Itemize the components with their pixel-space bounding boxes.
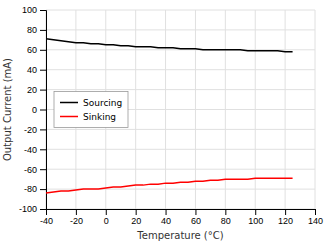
tick: 40 (27, 65, 46, 75)
tick: 80 (221, 209, 231, 226)
tick: 0 (104, 209, 109, 226)
lines (46, 39, 293, 193)
tick: -20 (24, 125, 46, 135)
tick: 0 (32, 105, 46, 115)
tick-label: 60 (191, 216, 201, 226)
tick: 60 (191, 209, 201, 226)
tick-mark (40, 50, 46, 51)
tick-label: 0 (32, 105, 37, 115)
tick: 100 (22, 5, 46, 15)
series-line (46, 178, 293, 193)
tick-label: 100 (22, 5, 37, 15)
tick-mark (40, 10, 46, 11)
tick-label: 20 (131, 216, 141, 226)
tick: 60 (27, 45, 46, 55)
tick: -60 (24, 165, 46, 175)
tick: 120 (278, 209, 293, 226)
tick-label: -20 (24, 125, 37, 135)
grid-line (46, 10, 315, 11)
tick-label: 40 (27, 65, 37, 75)
tick: -20 (70, 209, 83, 226)
tick-mark (225, 209, 226, 215)
grid-line (46, 69, 315, 70)
tick-mark (106, 209, 107, 215)
legend-swatch (60, 116, 78, 118)
tick: -100 (19, 204, 46, 214)
tick-mark (40, 169, 46, 170)
grid-line (46, 169, 315, 170)
tick: -80 (24, 184, 46, 194)
tick-mark (40, 189, 46, 190)
tick-mark (136, 209, 137, 215)
tick-label: -40 (40, 216, 53, 226)
tick-label: 20 (27, 85, 37, 95)
series-line (46, 39, 293, 52)
tick-mark (40, 209, 46, 210)
tick-label: -60 (24, 165, 37, 175)
tick-mark (40, 70, 46, 71)
tick: 140 (308, 209, 323, 226)
tick-mark (285, 209, 286, 215)
tick: 40 (161, 209, 171, 226)
tick-label: -40 (24, 145, 37, 155)
x-axis-title: Temperature (°C) (136, 230, 223, 241)
tick-label: 80 (221, 216, 231, 226)
grid (46, 10, 315, 209)
legend-label: Sinking (83, 112, 116, 122)
tick-mark (40, 110, 46, 111)
grid-line (46, 29, 315, 30)
grid-line (46, 129, 315, 130)
tick: 20 (131, 209, 141, 226)
tick-mark (76, 209, 77, 215)
tick: -40 (40, 209, 53, 226)
grid-line (46, 149, 315, 150)
tick-mark (40, 149, 46, 150)
plot: -40 -20 0 20 40 60 80 100 120 140 -100 -80 -60 -40 -20… (19, 5, 323, 226)
x-axis: -40 -20 0 20 40 60 80 100 120 140 (40, 209, 323, 226)
legend-swatch (60, 102, 78, 104)
tick-label: 40 (161, 216, 171, 226)
tick: 100 (248, 209, 263, 226)
tick-mark (255, 209, 256, 215)
tick-mark (166, 209, 167, 215)
tick: -40 (24, 145, 46, 155)
tick-mark (315, 209, 316, 215)
tick-label: 60 (27, 45, 37, 55)
tick: 20 (27, 85, 46, 95)
legend: Sourcing Sinking (54, 92, 128, 128)
tick-label: 0 (104, 216, 109, 226)
axis-line (40, 11, 47, 210)
tick-label: 140 (308, 216, 323, 226)
y-axis-title: Output Current (mA) (2, 58, 13, 161)
legend-label: Sourcing (83, 98, 122, 108)
tick-label: -80 (24, 184, 37, 194)
tick-label: 120 (278, 216, 293, 226)
tick: 80 (27, 25, 46, 35)
axis-line (47, 210, 316, 216)
tick-mark (40, 30, 46, 31)
legend-box (54, 92, 128, 128)
y-axis: -100 -80 -60 -40 -20 0 20 40 60 80 100 (19, 5, 47, 214)
grid-line (46, 89, 315, 90)
tick-label: 80 (27, 25, 37, 35)
tick-mark (195, 209, 196, 215)
tick-label: -100 (19, 204, 37, 214)
tick-label: -20 (70, 216, 83, 226)
chart: -40 -20 0 20 40 60 80 100 120 140 -100 -80 -60 -40 -20… (0, 0, 327, 243)
tick-mark (40, 90, 46, 91)
tick-mark (40, 129, 46, 130)
tick-label: 100 (248, 216, 263, 226)
